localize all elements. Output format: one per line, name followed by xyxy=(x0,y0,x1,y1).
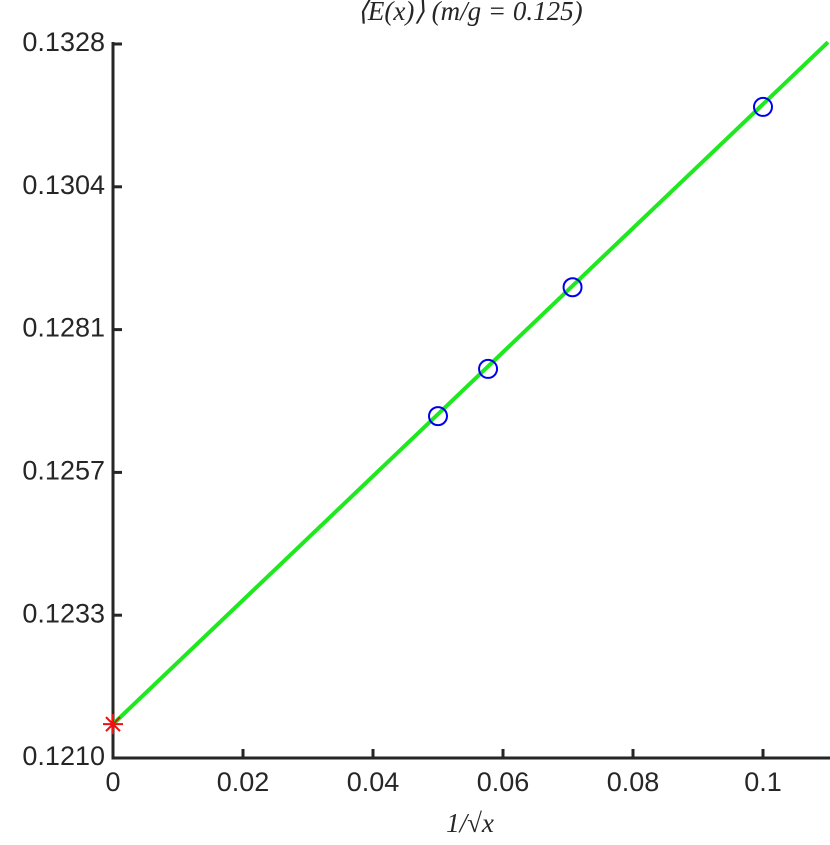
x-tick-label: 0.02 xyxy=(217,767,270,797)
x-tick-label: 0 xyxy=(105,767,120,797)
x-tick-label: 0.04 xyxy=(347,767,400,797)
y-tick-label: 0.1328 xyxy=(22,27,105,57)
x-tick-label: 0.08 xyxy=(607,767,660,797)
x-axis-label: 1/√x xyxy=(446,808,494,838)
x-tick-label: 0.06 xyxy=(477,767,530,797)
y-tick-label: 0.1304 xyxy=(22,170,105,200)
y-tick-label: 0.1210 xyxy=(22,741,105,771)
data-point xyxy=(753,96,773,117)
data-point xyxy=(562,277,583,298)
fit-line xyxy=(111,40,830,726)
star-stroke xyxy=(105,716,121,732)
data-point xyxy=(428,406,448,427)
x-tick-label: 0.1 xyxy=(744,767,782,797)
data-point xyxy=(478,358,499,379)
y-tick-label: 0.1257 xyxy=(22,456,105,486)
y-tick-label: 0.1281 xyxy=(22,313,105,343)
chart-title: ⟨E(x)⟩ (m/g = 0.125) xyxy=(357,0,582,26)
extrapolated-point xyxy=(103,714,123,735)
y-tick-label: 0.1233 xyxy=(22,598,105,628)
